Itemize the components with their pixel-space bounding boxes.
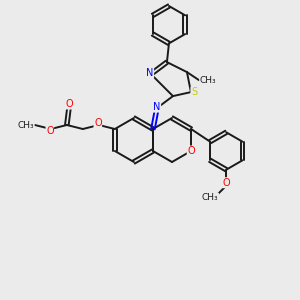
Text: O: O <box>65 99 73 109</box>
Text: S: S <box>191 87 197 97</box>
Text: O: O <box>187 146 195 156</box>
Text: O: O <box>222 178 230 188</box>
Text: CH₃: CH₃ <box>200 76 216 85</box>
Text: O: O <box>46 126 54 136</box>
Text: O: O <box>94 118 102 128</box>
Text: N: N <box>153 102 161 112</box>
Text: CH₃: CH₃ <box>202 193 219 202</box>
Text: CH₃: CH₃ <box>17 121 34 130</box>
Text: N: N <box>146 68 154 78</box>
